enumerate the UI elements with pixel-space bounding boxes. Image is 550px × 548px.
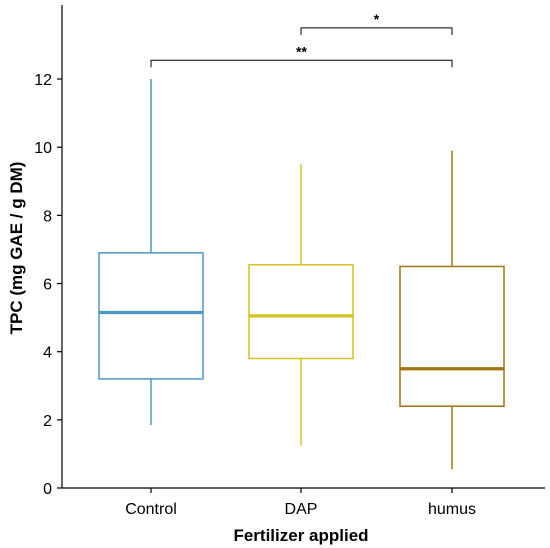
y-tick-label: 10 <box>34 140 52 157</box>
iqr-box <box>248 264 354 360</box>
x-ticks: Control DAP humus <box>125 488 476 518</box>
bracket-line <box>300 27 453 35</box>
x-tick-label: humus <box>428 501 476 518</box>
box-dap <box>248 164 354 446</box>
box-control <box>98 79 204 425</box>
y-tick-label: 12 <box>34 72 52 89</box>
x-tick-label: DAP <box>285 501 318 518</box>
significance-bracket: ** <box>150 43 453 68</box>
bracket-line <box>150 59 453 68</box>
y-tick-label: 8 <box>43 208 52 225</box>
significance-label: ** <box>296 43 307 59</box>
box-humus <box>399 150 505 470</box>
x-axis-title: Fertilizer applied <box>233 526 368 545</box>
boxes <box>98 79 505 470</box>
y-tick-label: 4 <box>43 345 52 362</box>
y-ticks: 0 2 4 6 8 10 12 <box>34 72 62 498</box>
y-tick-label: 0 <box>43 481 52 498</box>
y-tick-label: 6 <box>43 277 52 294</box>
x-tick-label: Control <box>125 501 177 518</box>
y-tick-label: 2 <box>43 413 52 430</box>
significance-bracket: * <box>300 11 453 35</box>
significance-brackets: *** <box>150 11 453 68</box>
iqr-box <box>98 252 204 380</box>
y-axis-title: TPC (mg GAE / g DM) <box>7 162 26 335</box>
iqr-box <box>399 265 505 407</box>
significance-label: * <box>374 11 380 27</box>
